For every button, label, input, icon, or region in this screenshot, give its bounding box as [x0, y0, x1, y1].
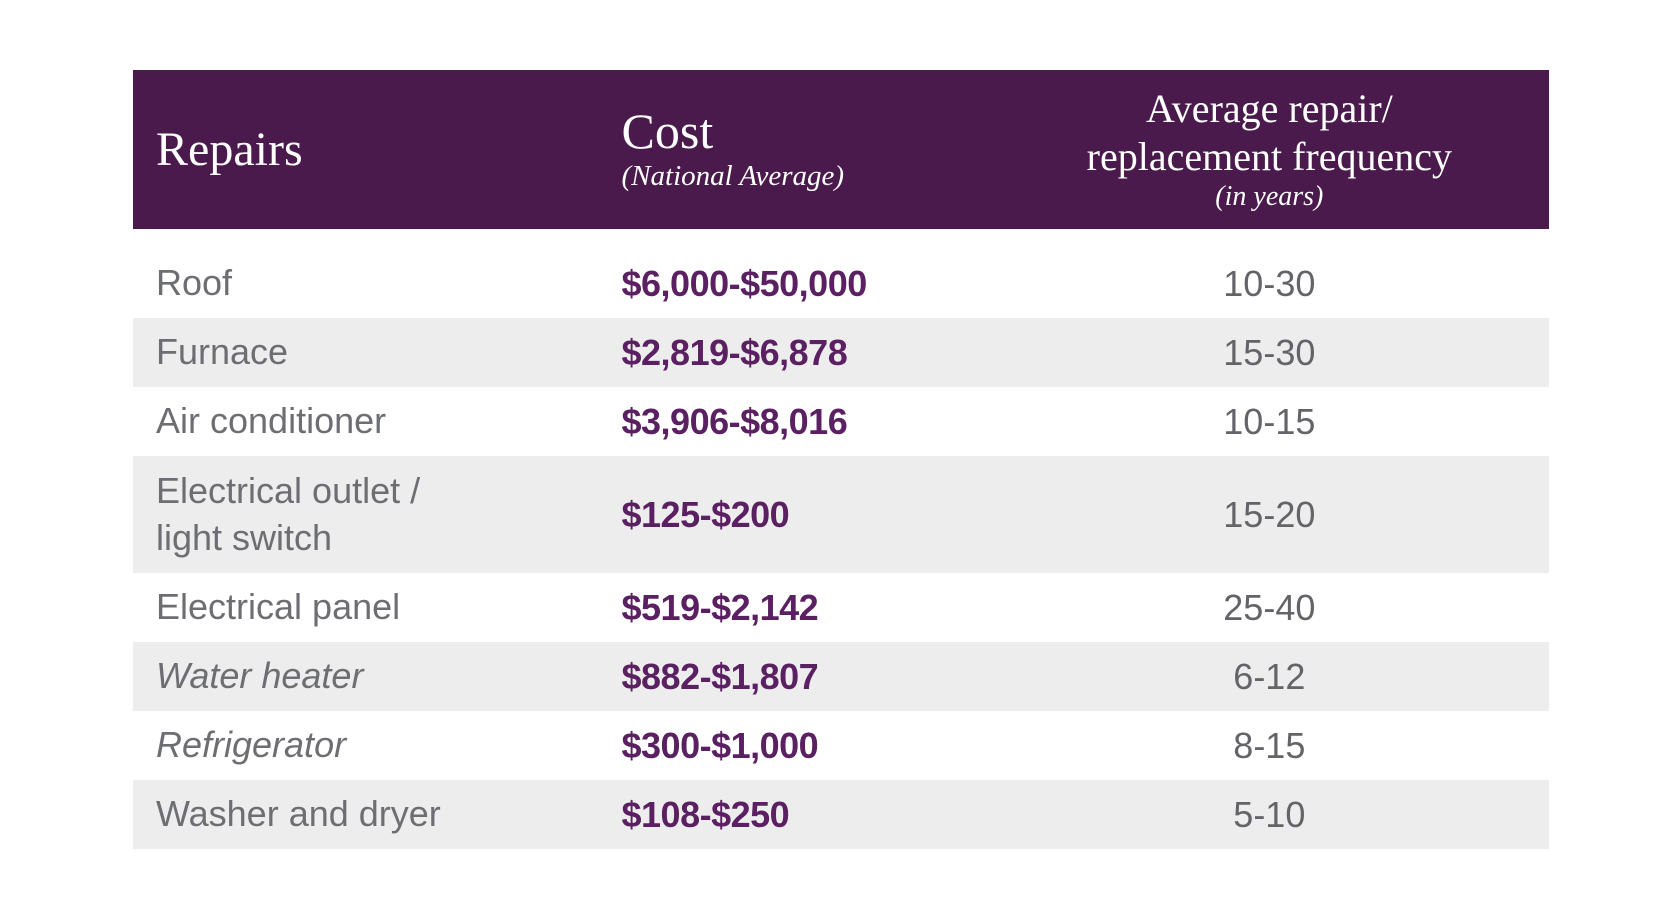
repair-name-cell: Air conditioner — [156, 400, 387, 442]
repair-name-cell: Washer and dryer — [156, 793, 441, 835]
frequency-cell: 6-12 — [1233, 655, 1306, 697]
table-row: Water heater $882-$1,807 6-12 — [133, 642, 1549, 711]
header-frequency-line2: replacement frequency — [1086, 134, 1452, 180]
header-frequency-line1: Average repair/ — [1145, 86, 1393, 132]
repair-cost-table: Repairs Cost (National Average) Average … — [133, 70, 1549, 849]
table-row: Air conditioner $3,906-$8,016 10-15 — [133, 387, 1549, 456]
cost-cell: $125-$200 — [621, 493, 790, 535]
header-cost-subtitle: (National Average) — [621, 160, 845, 192]
header-cost-title: Cost — [621, 103, 714, 159]
table-row: Furnace $2,819-$6,878 15-30 — [133, 318, 1549, 387]
repair-name-cell: Furnace — [156, 331, 289, 373]
cost-cell: $108-$250 — [621, 793, 790, 835]
frequency-cell: 10-15 — [1223, 400, 1316, 442]
frequency-cell: 25-40 — [1223, 586, 1316, 628]
header-repairs: Repairs — [156, 123, 303, 176]
cost-cell: $2,819-$6,878 — [621, 331, 848, 373]
repair-name-cell: Water heater — [156, 655, 364, 697]
frequency-cell: 10-30 — [1223, 262, 1316, 304]
frequency-cell: 8-15 — [1233, 724, 1306, 766]
repair-name-cell: Roof — [156, 262, 233, 304]
table-header-row: Repairs Cost (National Average) Average … — [133, 70, 1549, 229]
cost-cell: $300-$1,000 — [621, 724, 819, 766]
table-row: Electrical panel $519-$2,142 25-40 — [133, 573, 1549, 642]
table-row: Washer and dryer $108-$250 5-10 — [133, 780, 1549, 849]
repair-name-cell: Electrical panel — [156, 586, 401, 628]
table-row: Refrigerator $300-$1,000 8-15 — [133, 711, 1549, 780]
repair-name-cell: Electrical outlet / light switch — [156, 469, 421, 558]
table-body: Roof $6,000-$50,000 10-30 Furnace $2,819… — [133, 229, 1549, 849]
frequency-cell: 15-30 — [1223, 331, 1316, 373]
header-cost: Cost (National Average) — [622, 106, 990, 193]
table-row: Electrical outlet / light switch $125-$2… — [133, 456, 1549, 573]
frequency-cell: 15-20 — [1223, 493, 1316, 535]
frequency-cell: 5-10 — [1233, 793, 1306, 835]
cost-cell: $3,906-$8,016 — [621, 400, 848, 442]
header-frequency-subtitle: (in years) — [1215, 181, 1324, 213]
cost-cell: $882-$1,807 — [621, 655, 819, 697]
header-frequency: Average repair/ replacement frequency (i… — [990, 85, 1549, 213]
cost-cell: $519-$2,142 — [621, 586, 819, 628]
repair-name-cell: Refrigerator — [156, 724, 347, 766]
table-row: Roof $6,000-$50,000 10-30 — [133, 249, 1549, 318]
cost-cell: $6,000-$50,000 — [621, 262, 868, 304]
